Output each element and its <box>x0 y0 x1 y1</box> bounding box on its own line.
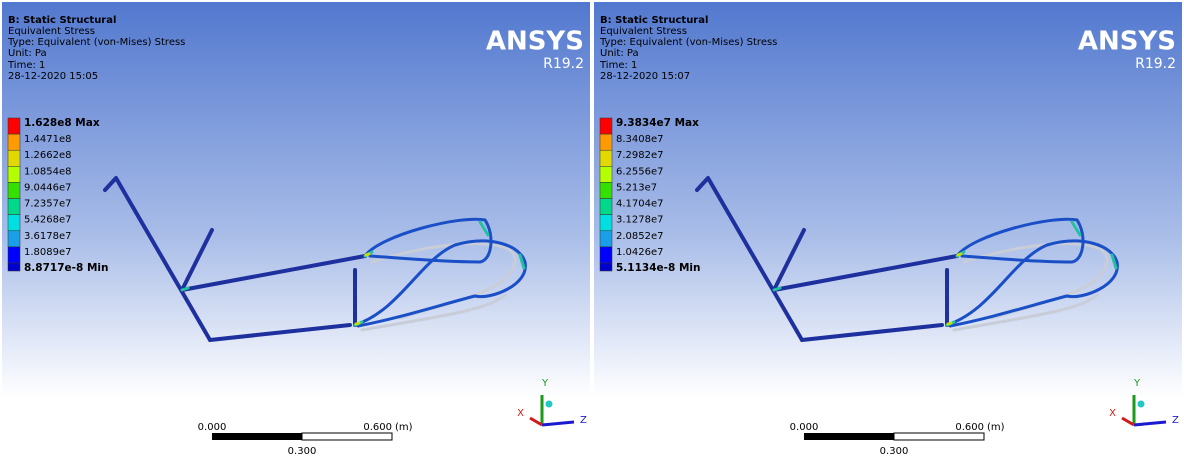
triad-label-z: Z <box>1172 415 1179 426</box>
scale-bar-dark <box>212 433 302 440</box>
scale-unit: (m) <box>987 422 1005 433</box>
legend-color-band <box>8 118 20 134</box>
legend-label: 5.213e7 <box>616 182 657 193</box>
legend-label: 7.2357e7 <box>24 199 72 210</box>
legend-color-band <box>8 166 20 182</box>
legend-label: 9.3834e7 Max <box>616 117 699 129</box>
scale-start: 0.000 <box>790 422 819 433</box>
scale-end: 0.600 <box>955 422 984 433</box>
legend-color-band <box>600 182 612 198</box>
header-result: Equivalent Stress <box>600 26 687 37</box>
legend-label: 1.0426e7 <box>616 247 664 258</box>
page: B: Static StructuralEquivalent StressTyp… <box>0 0 1184 470</box>
legend-color-band <box>600 199 612 215</box>
header-title: B: Static Structural <box>600 15 708 26</box>
legend-label: 3.6178e7 <box>24 231 72 242</box>
scale-bar-dark <box>804 433 894 440</box>
scale-bar-light <box>302 433 392 440</box>
triad-label-y: Y <box>1133 378 1141 389</box>
header-timestamp: 28-12-2020 15:07 <box>600 71 690 82</box>
legend-color-band <box>600 166 612 182</box>
screen: B: Static StructuralEquivalent StressTyp… <box>0 0 1184 470</box>
header-time: Time: 1 <box>599 60 637 71</box>
scale-bar-light <box>894 433 984 440</box>
header-result-type: Type: Equivalent (von-Mises) Stress <box>599 37 777 48</box>
legend-color-band <box>600 150 612 166</box>
legend-label: 6.2556e7 <box>616 166 664 177</box>
legend-label: 3.1278e7 <box>616 215 664 226</box>
legend-label: 8.8717e-8 Min <box>24 262 108 274</box>
legend-label: 5.4268e7 <box>24 215 72 226</box>
legend-color-band <box>8 134 20 150</box>
legend-label: 2.0852e7 <box>616 231 664 242</box>
legend-color-band <box>8 231 20 247</box>
legend-color-band <box>8 150 20 166</box>
legend-label: 1.4471e8 <box>24 134 72 145</box>
triad-ball <box>1138 401 1145 408</box>
triad-label-z: Z <box>580 415 587 426</box>
legend-label: 9.0446e7 <box>24 182 72 193</box>
legend-min-band <box>8 263 20 271</box>
ansys-version: R19.2 <box>1135 56 1176 72</box>
scale-mid: 0.300 <box>880 446 909 457</box>
legend-color-band <box>600 247 612 263</box>
legend-label: 1.628e8 Max <box>24 117 100 129</box>
legend-color-band <box>8 182 20 198</box>
header-unit: Unit: Pa <box>8 48 47 59</box>
header-unit: Unit: Pa <box>600 48 639 59</box>
scale-mid: 0.300 <box>288 446 317 457</box>
triad-label-y: Y <box>541 378 549 389</box>
legend-color-band <box>600 231 612 247</box>
legend-label: 1.2662e8 <box>24 150 72 161</box>
legend-label: 4.1704e7 <box>616 199 664 210</box>
legend-label: 1.0854e8 <box>24 166 72 177</box>
legend-label: 5.1134e-8 Min <box>616 262 700 274</box>
scale-end: 0.600 <box>363 422 392 433</box>
legend-color-band <box>8 247 20 263</box>
legend-color-band <box>600 215 612 231</box>
legend-label: 8.3408e7 <box>616 134 664 145</box>
legend-label: 7.2982e7 <box>616 150 664 161</box>
triad-ball <box>546 401 553 408</box>
header-title: B: Static Structural <box>8 15 116 26</box>
scale-unit: (m) <box>395 422 413 433</box>
triad-label-x: X <box>517 408 524 419</box>
legend-color-band <box>8 199 20 215</box>
header-result: Equivalent Stress <box>8 26 95 37</box>
legend-label: 1.8089e7 <box>24 247 72 258</box>
header-result-type: Type: Equivalent (von-Mises) Stress <box>7 37 185 48</box>
legend-color-band <box>600 118 612 134</box>
ansys-logo: ANSYS <box>1078 27 1176 57</box>
ansys-version: R19.2 <box>543 56 584 72</box>
triad-label-x: X <box>1109 408 1116 419</box>
header-timestamp: 28-12-2020 15:05 <box>8 71 98 82</box>
scale-start: 0.000 <box>198 422 227 433</box>
legend-min-band <box>600 263 612 271</box>
header-time: Time: 1 <box>7 60 45 71</box>
ansys-logo: ANSYS <box>486 27 584 57</box>
legend-color-band <box>8 215 20 231</box>
legend-color-band <box>600 134 612 150</box>
